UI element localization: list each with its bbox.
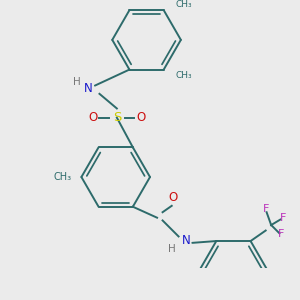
Text: F: F (278, 229, 284, 239)
Text: N: N (182, 234, 191, 247)
Text: N: N (84, 82, 93, 95)
Text: F: F (279, 213, 286, 223)
Text: O: O (136, 111, 145, 124)
Text: F: F (262, 204, 269, 214)
Text: H: H (73, 77, 80, 87)
Text: CH₃: CH₃ (175, 0, 192, 9)
Text: S: S (113, 111, 121, 124)
Text: H: H (168, 244, 176, 254)
Text: CH₃: CH₃ (53, 172, 71, 182)
Text: CH₃: CH₃ (175, 70, 192, 80)
Text: O: O (168, 191, 177, 204)
Text: O: O (88, 111, 98, 124)
